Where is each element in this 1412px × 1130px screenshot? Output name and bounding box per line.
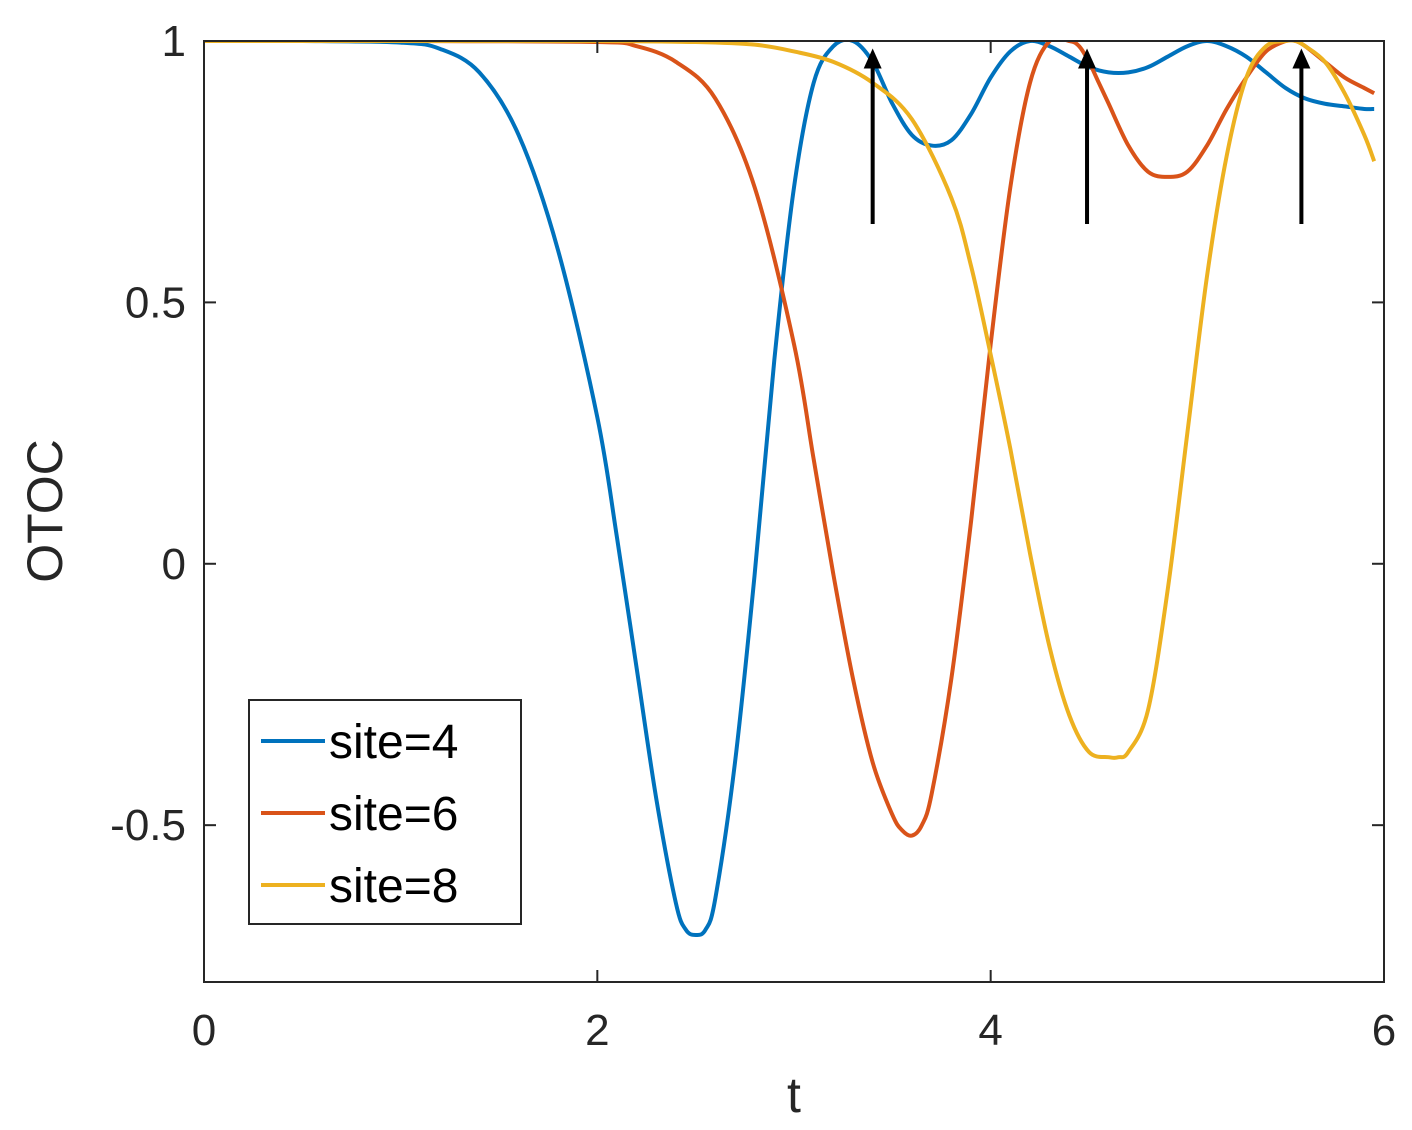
x-axis-title: t (787, 1067, 801, 1123)
x-tick-label: 6 (1372, 1006, 1396, 1055)
y-tick-label: 0.5 (125, 278, 186, 327)
legend: site=4 site=6 site=8 (248, 699, 522, 925)
y-tick-label: -0.5 (110, 801, 186, 850)
legend-label: site=6 (329, 788, 458, 841)
y-axis-title: OTOC (17, 439, 73, 583)
x-tick-label: 2 (585, 1006, 609, 1055)
y-tick-label: 0 (162, 540, 186, 589)
legend-label: site=4 (329, 716, 458, 769)
legend-label: site=8 (329, 860, 458, 913)
arrow-up-icon (1292, 48, 1311, 69)
x-tick-label: 0 (192, 1006, 216, 1055)
arrow-up-icon (863, 48, 882, 69)
x-tick-label: 4 (978, 1006, 1002, 1055)
plot-frame (203, 40, 1385, 983)
arrow-up-icon (1078, 48, 1097, 69)
y-tick-label: 1 (162, 17, 186, 66)
